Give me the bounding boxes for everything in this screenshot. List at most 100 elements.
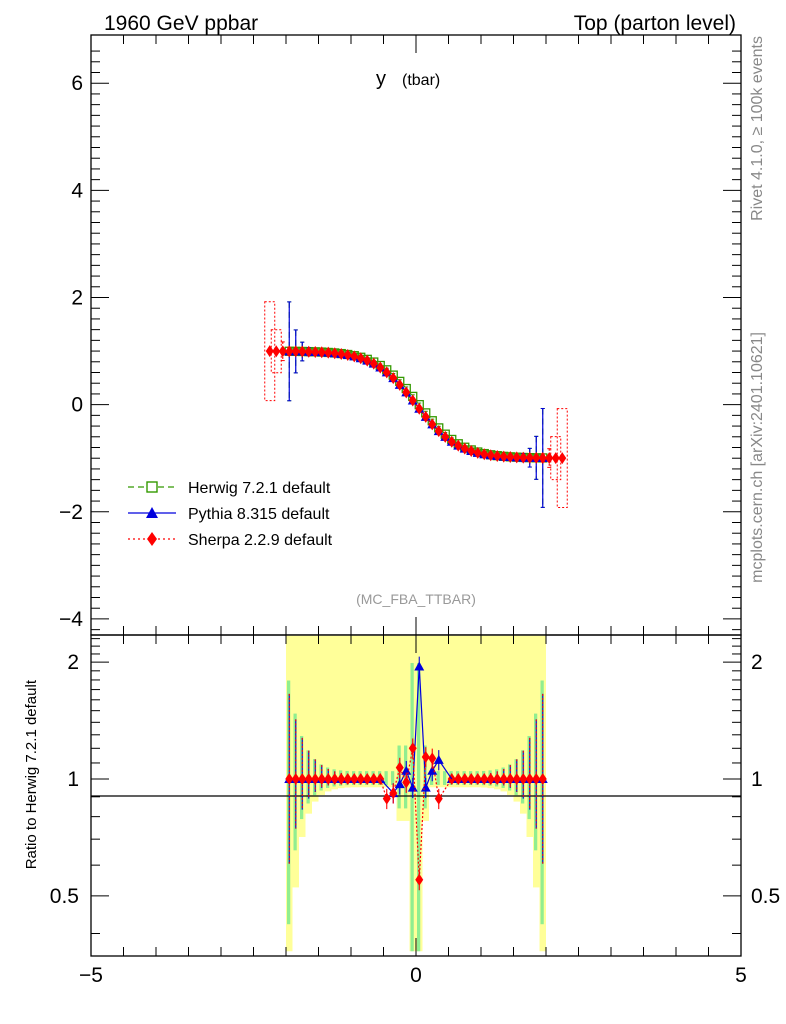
sherpa-ratio-marker [525, 773, 534, 786]
ratio-band-yellow [468, 635, 475, 788]
ratio-band-yellow [500, 635, 507, 792]
main-series [264, 301, 568, 509]
sherpa-ratio-marker [369, 773, 378, 786]
ratio-band-yellow [481, 635, 488, 788]
ratio-y-tick-label-right: 2 [751, 651, 763, 674]
sherpa-marker [441, 430, 450, 443]
ratio-band-yellow [461, 635, 468, 788]
ratio-band-green [410, 663, 414, 952]
sherpa-marker [473, 446, 482, 459]
pythia-ratio-marker [401, 765, 412, 775]
ratio-plot: 0.5 0.5 1 1 2 2 −5 0 5 Ratio to Herwig 7.2.1 def… [23, 634, 780, 987]
sherpa-ratio-marker [382, 792, 391, 805]
ratio-band-yellow [442, 635, 449, 788]
ratio-bands [286, 635, 546, 952]
sherpa-marker [324, 346, 333, 359]
sherpa-ratio-marker [356, 773, 365, 786]
ratio-band-green [443, 771, 447, 785]
main-plot-title-sub: (tbar) [402, 72, 440, 89]
legend-marker-herwig [146, 481, 158, 493]
ratio-ticks: 0.5 0.5 1 1 2 2 −5 0 5 [50, 635, 780, 987]
main-plot: y (tbar) (MC_FBA_TTBAR) −4 −2 0 2 4 6 Herwig … [59, 34, 742, 636]
sherpa-marker [421, 410, 430, 423]
sherpa-marker [460, 442, 469, 455]
sherpa-marker [356, 352, 365, 365]
sherpa-error-box [556, 408, 568, 509]
legend-label-herwig: Herwig 7.2.1 default [188, 480, 331, 497]
legend-marker-pythia [146, 507, 158, 518]
legend-marker-sherpa [147, 532, 157, 546]
sherpa-marker [317, 346, 326, 359]
sherpa-marker [512, 451, 521, 464]
sherpa-ratio-line [379, 748, 453, 880]
sherpa-marker [304, 345, 313, 358]
analysis-label: (MC_FBA_TTBAR) [356, 591, 476, 607]
ratio-band-yellow [513, 635, 520, 802]
sherpa-error-box [264, 301, 276, 402]
sherpa-ratio-marker [467, 773, 476, 786]
side-version-label: Rivet 4.1.0, ≥ 100k events [749, 36, 766, 221]
sherpa-marker [363, 354, 372, 367]
sherpa-error-box [270, 329, 282, 374]
ratio-band-yellow [351, 635, 358, 788]
sherpa-ratio-marker [317, 773, 326, 786]
ratio-band-yellow [325, 635, 332, 792]
ratio-band-yellow [357, 635, 364, 788]
sherpa-marker [350, 350, 359, 363]
main-ticks: −4 −2 0 2 4 6 [59, 35, 742, 635]
sherpa-ratio-marker [337, 773, 346, 786]
ratio-band-yellow [390, 635, 397, 788]
sherpa-marker [415, 402, 424, 415]
pythia-ratio-line [379, 666, 453, 795]
pythia-ratio-marker [407, 782, 418, 792]
sherpa-marker [291, 345, 300, 358]
sherpa-series [264, 301, 568, 509]
ratio-band-yellow [520, 635, 527, 814]
legend-label-sherpa: Sherpa 2.2.9 default [188, 532, 333, 549]
ratio-band-yellow [429, 635, 436, 788]
ratio-band-green [404, 745, 408, 809]
sherpa-marker [337, 348, 346, 361]
sherpa-marker [343, 349, 352, 362]
ratio-band-yellow [396, 635, 403, 821]
sherpa-marker [506, 451, 515, 464]
y-tick-label: 2 [71, 287, 83, 310]
sherpa-marker [525, 451, 534, 464]
sherpa-ratio-marker [428, 752, 437, 765]
ratio-band-yellow [494, 635, 501, 790]
ratio-band-green [397, 745, 401, 809]
ratio-y-tick-label-right: 0.5 [751, 885, 780, 908]
x-tick-label: −5 [79, 964, 103, 987]
pythia-ratio-marker [427, 765, 438, 775]
ratio-band-yellow [435, 635, 442, 788]
sherpa-ratio-marker [285, 773, 294, 786]
sherpa-ratio-marker [532, 773, 541, 786]
sherpa-ratio-marker [330, 773, 339, 786]
x-tick-label: 0 [410, 964, 422, 987]
ratio-band-yellow [331, 635, 338, 790]
y-tick-label: −2 [59, 501, 83, 524]
ratio-band-green [391, 771, 395, 785]
legend: Herwig 7.2.1 default Pythia 8.315 default… [128, 480, 333, 549]
pythia-ratio-marker [394, 779, 405, 789]
sherpa-marker [493, 450, 502, 463]
sherpa-ratio-marker [343, 773, 352, 786]
ratio-band-yellow [344, 635, 351, 788]
ratio-y-tick-label-left: 1 [67, 768, 79, 791]
ratio-band-green [436, 771, 440, 785]
ratio-band-yellow [364, 635, 371, 788]
sherpa-ratio-marker [324, 773, 333, 786]
sherpa-ratio-marker [493, 773, 502, 786]
ratio-band-green [430, 771, 434, 785]
pythia-ratio-marker [433, 754, 444, 764]
ratio-band-yellow [487, 635, 494, 789]
ratio-y-axis-label: Ratio to Herwig 7.2.1 default [23, 679, 40, 869]
ratio-band-yellow [318, 635, 325, 796]
sherpa-marker [467, 445, 476, 458]
sherpa-marker [389, 372, 398, 385]
pythia-series [284, 301, 548, 508]
x-tick-label: 5 [735, 964, 747, 987]
sherpa-marker [311, 345, 320, 358]
sherpa-ratio-marker [486, 773, 495, 786]
